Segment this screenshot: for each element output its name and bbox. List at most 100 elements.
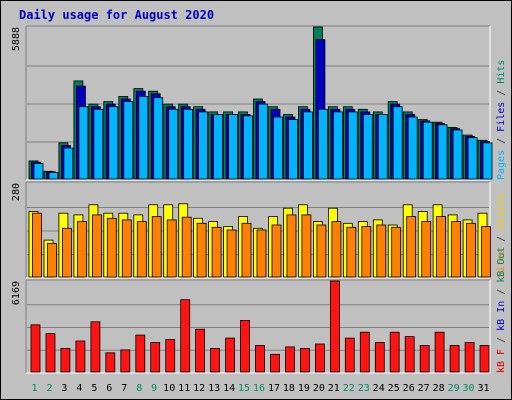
kbytes-panel: 6169 kB F / kB In / kB Out — [11, 247, 507, 374]
bar-sites — [211, 226, 222, 278]
bar-kb-f — [225, 337, 236, 373]
bar-sites — [62, 227, 72, 278]
day-label: 24 — [373, 383, 385, 394]
day-label: 12 — [193, 383, 205, 394]
bar-sites — [316, 224, 327, 278]
bar-kb-f — [45, 333, 56, 373]
legend-entry: Visits — [496, 194, 507, 230]
panel-legend: Sites / Visits — [496, 194, 507, 278]
day-label: 20 — [313, 383, 325, 394]
day-label: 3 — [61, 383, 67, 394]
bar-sites — [166, 219, 177, 278]
bar-sites — [92, 214, 102, 278]
bar-kb-f — [30, 324, 41, 373]
bar-sites — [241, 222, 252, 278]
bar-kb-f — [329, 280, 340, 373]
bar-kb-f — [449, 344, 460, 373]
bar-kb-f — [374, 342, 385, 373]
day-label: 13 — [208, 383, 220, 394]
day-label: 5 — [91, 383, 97, 394]
day-label: 2 — [46, 383, 52, 394]
bar-pages — [332, 111, 343, 180]
bar-sites — [136, 221, 147, 278]
bar-kb-f — [240, 319, 250, 373]
bar-pages — [392, 106, 403, 180]
bar-kb-f — [195, 328, 206, 373]
y-max-label: 5888 — [11, 27, 22, 51]
y-max-label: 6169 — [11, 281, 22, 305]
bar-kb-f — [75, 340, 86, 373]
bar-kb-f — [150, 342, 161, 373]
day-label: 22 — [343, 383, 355, 394]
legend-entry: Sites — [496, 248, 507, 278]
bar-sites — [466, 222, 477, 278]
bar-sites — [47, 242, 57, 278]
bar-pages — [33, 163, 44, 180]
bar-pages — [48, 172, 59, 180]
bar-sites — [346, 226, 357, 278]
bar-sites — [391, 226, 402, 278]
bar-pages — [377, 114, 388, 180]
panel-legend: Pages / Files / Hits — [496, 60, 507, 180]
bar-kb-f — [285, 346, 295, 373]
bar-sites — [181, 216, 192, 278]
legend-entry: Files — [496, 102, 507, 132]
bar-kb-f — [314, 343, 325, 373]
day-label: 30 — [462, 383, 474, 394]
bar-sites — [77, 221, 87, 278]
legend-entry: Hits — [496, 60, 507, 84]
legend-entry: / — [496, 283, 507, 301]
day-label: 26 — [403, 383, 415, 394]
bar-kb-f — [359, 331, 370, 373]
bar-sites — [121, 219, 132, 278]
bar-pages — [183, 108, 194, 180]
day-label: 10 — [163, 383, 175, 394]
bar-kb-f — [210, 347, 221, 373]
legend-entry: kB In — [496, 301, 507, 331]
bar-pages — [78, 106, 89, 180]
bar-pages — [63, 147, 74, 180]
bar-sites — [436, 216, 447, 278]
bar-sites — [271, 224, 282, 278]
bar-pages — [362, 114, 373, 180]
bar-pages — [422, 121, 433, 180]
bar-kb-f — [105, 352, 116, 373]
bar-kb-f — [404, 336, 415, 373]
day-label: 28 — [433, 383, 445, 394]
day-label: 14 — [223, 383, 235, 394]
bar-kb-f — [165, 339, 176, 373]
bar-kb-f — [419, 344, 430, 373]
bar-kb-f — [299, 347, 310, 373]
legend-entry: kB F — [496, 349, 507, 373]
bar-pages — [317, 108, 328, 180]
bar-kb-f — [344, 337, 355, 373]
legend-entry: / — [496, 84, 507, 102]
day-axis-labels: 1 2 3 4 5 6 7 8 9 10 11 12 13 14 15 16 17 18 19 20 21 22 23 24 2… — [31, 383, 489, 394]
day-label: 9 — [151, 383, 157, 394]
day-label: 31 — [477, 383, 489, 394]
day-label: 15 — [238, 383, 250, 394]
bar-kb-f — [434, 331, 445, 373]
bar-pages — [273, 116, 283, 180]
hits-files-pages-panel: 5888 Pages / Files / Hits — [11, 25, 507, 181]
bar-pages — [452, 129, 463, 180]
bar-kb-f — [90, 321, 101, 373]
bar-sites — [361, 226, 372, 278]
day-label: 8 — [136, 383, 142, 394]
day-label: 19 — [298, 383, 310, 394]
bar-pages — [93, 108, 104, 180]
bar-pages — [302, 111, 313, 180]
bar-pages — [153, 97, 164, 180]
bar-kb-f — [135, 334, 146, 373]
bar-sites — [196, 222, 207, 278]
day-label: 21 — [328, 383, 340, 394]
bar-pages — [258, 103, 268, 180]
panel-legend: kB F / kB In / kB Out — [496, 247, 507, 373]
bar-sites — [301, 214, 312, 278]
bar-pages — [198, 111, 209, 180]
bar-sites — [481, 226, 491, 278]
bar-sites — [421, 221, 432, 278]
legend-entry: kB Out — [496, 247, 507, 283]
bar-sites — [32, 212, 42, 278]
legend-entry: / — [496, 331, 507, 349]
